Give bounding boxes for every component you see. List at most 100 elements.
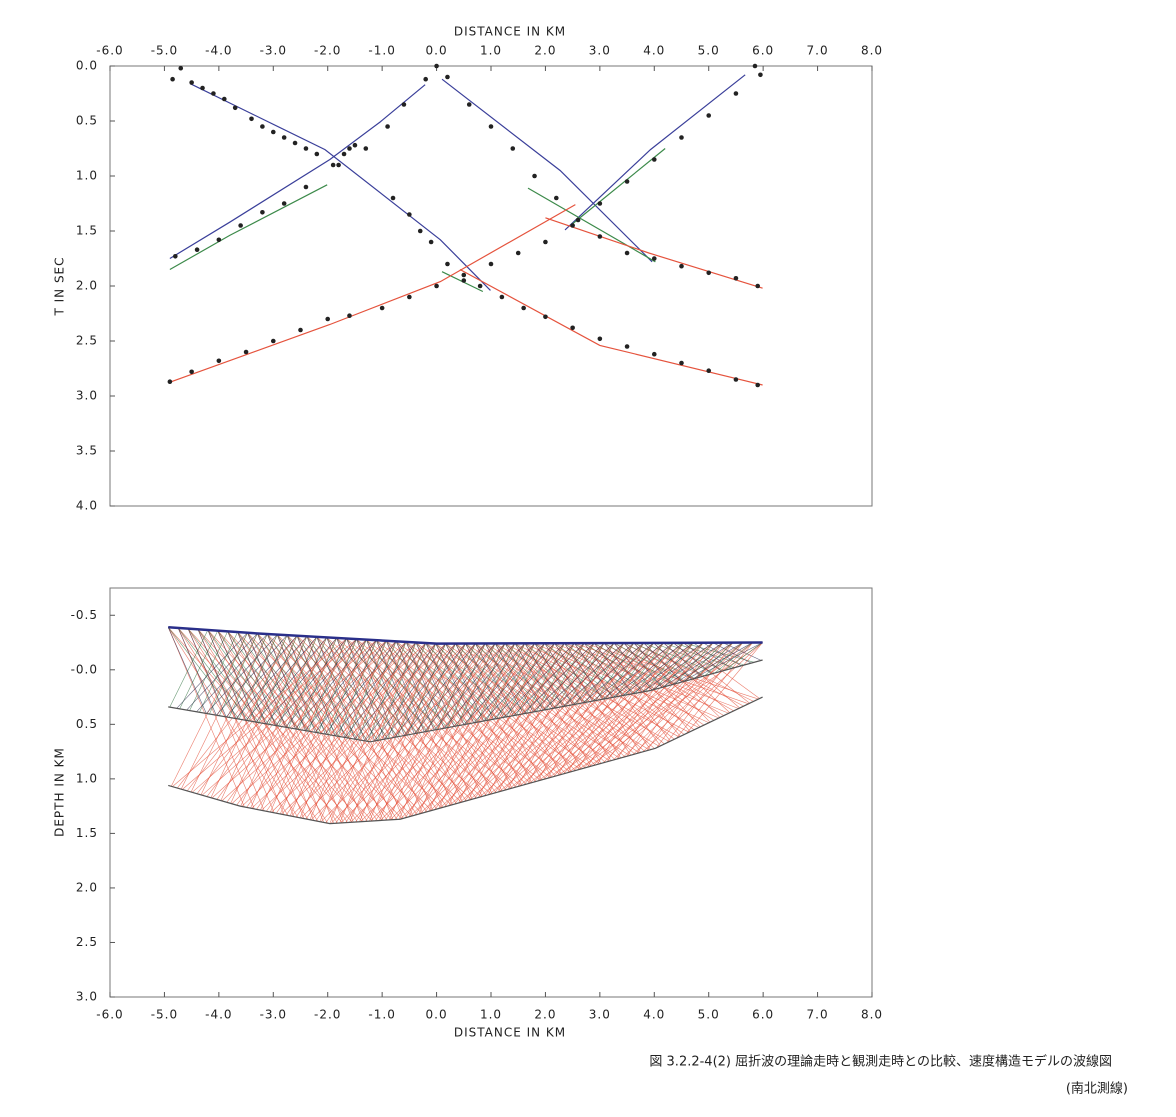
- x-tick-label: 5.0: [698, 1008, 720, 1022]
- ray: [704, 642, 743, 676]
- observed-point: [330, 162, 336, 168]
- ray: [207, 629, 328, 824]
- ray: [189, 631, 228, 711]
- ray: [606, 642, 684, 762]
- ray: [499, 642, 674, 792]
- ray: [231, 641, 407, 804]
- observed-point: [352, 142, 358, 148]
- ray: [686, 642, 763, 734]
- observed-point: [336, 162, 341, 168]
- ray: [554, 642, 675, 740]
- observed-point: [401, 102, 407, 107]
- ray: [281, 643, 456, 815]
- observed-point: [194, 247, 200, 252]
- ray: [424, 643, 496, 733]
- ray: [187, 628, 260, 723]
- ray: [544, 642, 719, 719]
- ray: [360, 643, 535, 822]
- observed-point: [347, 313, 352, 319]
- ray: [245, 636, 318, 721]
- observed-point: [651, 256, 657, 261]
- ray: [235, 636, 308, 719]
- ray: [197, 629, 237, 719]
- ray: [197, 629, 269, 725]
- ray: [681, 642, 753, 683]
- ray: [384, 643, 456, 740]
- x-tick-label: -4.0: [205, 44, 232, 58]
- y-tick-label: 3.0: [76, 389, 98, 403]
- calculated-curve: [459, 268, 763, 386]
- observed-point: [417, 228, 423, 234]
- ray: [257, 633, 378, 821]
- observed-point: [755, 382, 760, 388]
- ray: [276, 634, 354, 823]
- model-boundary: [168, 696, 763, 825]
- ray: [504, 643, 582, 770]
- ray: [177, 627, 255, 810]
- ray: [199, 631, 238, 713]
- ray: [545, 642, 585, 710]
- ray: [506, 643, 545, 717]
- x-tick-label: -2.0: [314, 1008, 341, 1022]
- observed-point: [624, 250, 630, 256]
- observed-point: [281, 135, 287, 140]
- observed-point: [173, 253, 178, 259]
- observed-point: [624, 179, 630, 184]
- observed-point: [167, 379, 173, 385]
- ray: [399, 642, 575, 820]
- ray: [479, 642, 654, 798]
- y-tick-label: 0.5: [76, 114, 98, 128]
- observed-point: [270, 129, 276, 135]
- ray: [167, 627, 289, 816]
- ray: [227, 631, 299, 730]
- ray: [564, 643, 603, 700]
- ray: [632, 642, 704, 695]
- observed-point: [515, 250, 521, 256]
- ray: [588, 642, 763, 768]
- ray: [427, 643, 466, 732]
- ray: [356, 639, 395, 738]
- ray: [564, 642, 685, 735]
- ray: [564, 642, 739, 709]
- ray: [354, 642, 427, 740]
- ray: [186, 633, 258, 711]
- ray: [496, 643, 536, 719]
- ray: [643, 642, 721, 718]
- x-axis-title: DISTANCE IN KM: [454, 1026, 566, 1040]
- observed-point: [232, 105, 238, 111]
- ray: [562, 642, 635, 707]
- ray: [228, 633, 268, 718]
- ray: [216, 637, 337, 800]
- x-tick-label: 6.0: [752, 44, 774, 58]
- ray: [555, 642, 595, 708]
- ray: [221, 641, 397, 802]
- ray: [602, 642, 674, 700]
- observed-point: [624, 344, 630, 349]
- observed-point: [445, 261, 450, 267]
- ray: [724, 642, 763, 671]
- ray: [267, 633, 388, 821]
- observed-point: [314, 151, 320, 157]
- ray: [453, 643, 526, 727]
- ray: [469, 642, 644, 801]
- ray: [582, 642, 654, 704]
- ray: [664, 642, 704, 687]
- y-tick-label: 3.0: [76, 990, 98, 1004]
- x-tick-label: -6.0: [96, 1008, 123, 1022]
- observed-point: [466, 102, 472, 107]
- ray: [605, 642, 644, 699]
- ray: [247, 632, 319, 733]
- ray: [227, 631, 403, 819]
- ray: [455, 643, 532, 783]
- ray: [375, 643, 496, 821]
- ray: [503, 642, 625, 791]
- x-tick-label: 8.0: [861, 44, 883, 58]
- ray: [464, 642, 585, 802]
- x-tick-label: -2.0: [314, 44, 341, 58]
- ray: [394, 643, 466, 738]
- ray: [458, 643, 536, 804]
- ray: [536, 643, 575, 712]
- ray: [182, 638, 357, 790]
- ray: [271, 643, 446, 813]
- ray: [336, 637, 376, 742]
